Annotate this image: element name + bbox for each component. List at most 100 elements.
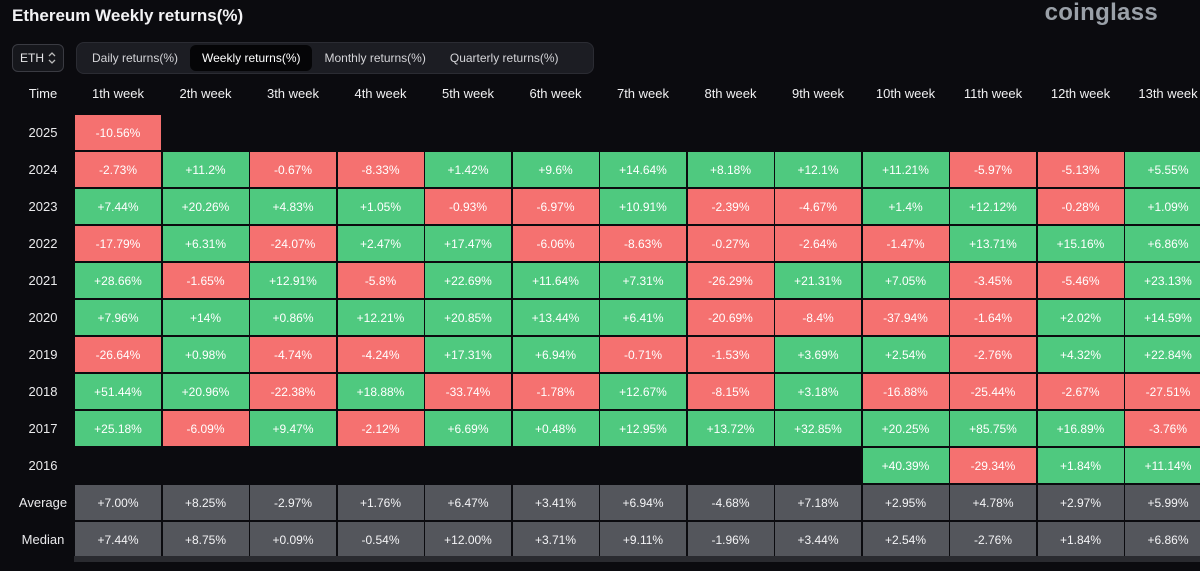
return-cell: +28.66% [75, 263, 161, 298]
stat-cell: +0.09% [250, 522, 336, 557]
return-cell: +0.86% [250, 300, 336, 335]
return-cell: -8.15% [687, 374, 774, 409]
tab-daily-returns[interactable]: Daily returns(%) [92, 51, 179, 65]
return-cell: +10.91% [600, 189, 686, 224]
column-header-week: 3th week [266, 85, 320, 101]
return-cell: -20.69% [687, 300, 774, 335]
return-cell: -26.29% [687, 263, 774, 298]
return-cell: -4.74% [250, 337, 336, 372]
return-cell: +4.32% [1037, 337, 1124, 372]
column-header-week: 7th week [616, 85, 670, 101]
tab-weekly-returns[interactable]: Weekly returns(%) [190, 45, 313, 71]
year-row-label: 2016 [28, 458, 58, 473]
return-cell: -2.64% [775, 226, 861, 261]
return-cell: -1.78% [512, 374, 599, 409]
return-cell: +25.18% [75, 411, 161, 446]
return-cell: -0.27% [687, 226, 774, 261]
return-cell: +12.67% [600, 374, 686, 409]
stat-cell: +2.95% [862, 485, 949, 520]
return-cell: -2.39% [687, 189, 774, 224]
return-cell: +9.6% [512, 152, 599, 187]
return-cell: -16.88% [862, 374, 949, 409]
return-cell: -10.56% [75, 115, 161, 150]
column-header-week: 12th week [1050, 85, 1111, 101]
stat-cell: +12.00% [425, 522, 511, 557]
return-cell: +1.09% [1125, 189, 1200, 224]
stat-cell: +7.18% [775, 485, 861, 520]
return-cell: +7.31% [600, 263, 686, 298]
return-cell: +12.21% [337, 300, 424, 335]
return-cell: -5.97% [950, 152, 1036, 187]
horizontal-scrollbar[interactable] [74, 556, 1200, 562]
year-row-label: 2018 [28, 384, 58, 399]
stat-cell: -0.54% [337, 522, 424, 557]
return-cell: +1.05% [337, 189, 424, 224]
return-cell: +1.4% [862, 189, 949, 224]
stat-cell: +5.99% [1125, 485, 1200, 520]
return-cell: -2.12% [337, 411, 424, 446]
column-header-week: 9th week [791, 85, 845, 101]
year-row-label: 2022 [28, 236, 58, 251]
stat-cell: +8.75% [162, 522, 249, 557]
return-cell: +16.89% [1037, 411, 1124, 446]
return-cell: +2.54% [862, 337, 949, 372]
return-cell: +5.55% [1125, 152, 1200, 187]
return-cell: -17.79% [75, 226, 161, 261]
return-cell: -5.8% [337, 263, 424, 298]
return-cell: +0.48% [512, 411, 599, 446]
stat-cell: -1.96% [687, 522, 774, 557]
return-cell: +6.86% [1125, 226, 1200, 261]
return-cell: +1.84% [1037, 448, 1124, 483]
coin-select[interactable]: ETH [12, 44, 64, 72]
return-cell: -29.34% [950, 448, 1036, 483]
return-cell: +15.16% [1037, 226, 1124, 261]
year-row-label: 2020 [28, 310, 58, 325]
year-row-label: 2021 [28, 273, 58, 288]
return-cell: +23.13% [1125, 263, 1200, 298]
stat-cell: +8.25% [162, 485, 249, 520]
return-cell: +0.98% [162, 337, 249, 372]
brand-logo: coinglass [1044, 0, 1158, 26]
return-cell: -5.13% [1037, 152, 1124, 187]
return-cell: -3.45% [950, 263, 1036, 298]
return-cell: +22.69% [425, 263, 511, 298]
return-cell: -3.76% [1125, 411, 1200, 446]
column-header-week: 10th week [875, 85, 936, 101]
return-cell: -0.28% [1037, 189, 1124, 224]
stat-cell: +6.86% [1125, 522, 1200, 557]
return-cell: +17.31% [425, 337, 511, 372]
return-cell: -1.64% [950, 300, 1036, 335]
page-title: Ethereum Weekly returns(%) [12, 6, 244, 25]
tab-quarterly-returns[interactable]: Quarterly returns(%) [449, 51, 559, 65]
return-cell: +12.91% [250, 263, 336, 298]
return-cell: +1.42% [425, 152, 511, 187]
return-cell: -0.71% [600, 337, 686, 372]
return-cell: -27.51% [1125, 374, 1200, 409]
return-cell: -6.97% [512, 189, 599, 224]
return-cell: -1.47% [862, 226, 949, 261]
return-cell: +8.18% [687, 152, 774, 187]
stat-cell: +1.76% [337, 485, 424, 520]
return-cell: +11.64% [512, 263, 599, 298]
stat-cell: +2.54% [862, 522, 949, 557]
return-cell: +85.75% [950, 411, 1036, 446]
stat-cell: +3.44% [775, 522, 861, 557]
return-cell: -2.67% [1037, 374, 1124, 409]
stat-cell: +1.84% [1037, 522, 1124, 557]
return-cell: -25.44% [950, 374, 1036, 409]
column-header-time: Time [28, 85, 58, 101]
return-cell: +11.2% [162, 152, 249, 187]
tab-monthly-returns[interactable]: Monthly returns(%) [324, 51, 426, 65]
stat-cell: +2.97% [1037, 485, 1124, 520]
return-cell: +12.1% [775, 152, 861, 187]
return-cell: -8.4% [775, 300, 861, 335]
return-cell: -5.46% [1037, 263, 1124, 298]
year-row-label: 2019 [28, 347, 58, 362]
return-cell: +18.88% [337, 374, 424, 409]
chevron-updown-icon [48, 52, 56, 64]
return-cell: -37.94% [862, 300, 949, 335]
stat-cell: +7.44% [75, 522, 161, 557]
return-cell: -4.24% [337, 337, 424, 372]
column-header-week: 8th week [704, 85, 757, 101]
return-cell: +13.72% [687, 411, 774, 446]
